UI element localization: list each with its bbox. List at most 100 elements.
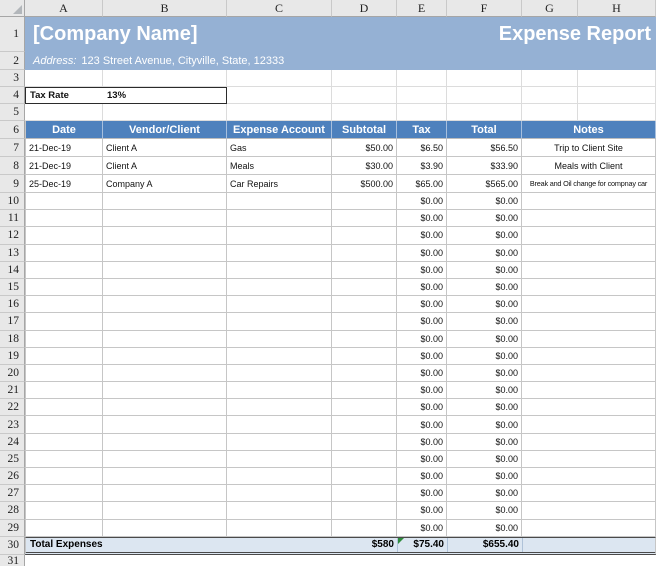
cell-date[interactable]	[25, 296, 103, 314]
cell-date[interactable]	[25, 347, 103, 365]
cell-vendor[interactable]	[103, 313, 227, 331]
cell-notes[interactable]	[522, 399, 656, 417]
select-all-corner[interactable]	[0, 0, 25, 17]
row-header[interactable]: 11	[0, 210, 25, 228]
cell-notes[interactable]	[522, 502, 656, 520]
cell-notes[interactable]	[522, 468, 656, 486]
column-header-A[interactable]: A	[25, 0, 103, 17]
cell-date[interactable]	[25, 485, 103, 503]
cell-subtotal[interactable]	[332, 313, 397, 331]
row-header[interactable]: 5	[0, 104, 25, 121]
cell-vendor[interactable]	[103, 450, 227, 468]
empty-cell[interactable]	[578, 104, 656, 121]
cell-subtotal[interactable]	[332, 433, 397, 451]
cell-notes[interactable]	[522, 210, 656, 228]
row-header[interactable]: 8	[0, 157, 25, 175]
cell-total[interactable]: $0.00	[447, 193, 522, 211]
row-header[interactable]: 9	[0, 175, 25, 193]
cell-tax[interactable]: $3.90	[397, 157, 447, 175]
cell-vendor[interactable]	[103, 485, 227, 503]
row-header[interactable]: 23	[0, 416, 25, 434]
cell-notes[interactable]: Meals with Client	[522, 157, 656, 175]
cell-vendor[interactable]	[103, 399, 227, 417]
cell-tax[interactable]: $0.00	[397, 416, 447, 434]
header-cell-total[interactable]: Total	[447, 121, 522, 139]
cell-notes[interactable]	[522, 330, 656, 348]
cell-subtotal[interactable]	[332, 519, 397, 537]
empty-cell[interactable]	[25, 104, 103, 121]
cell-date[interactable]	[25, 210, 103, 228]
row-header[interactable]: 12	[0, 227, 25, 245]
cell-total[interactable]: $0.00	[447, 313, 522, 331]
header-cell-notes[interactable]: Notes	[522, 121, 656, 139]
cell-total[interactable]: $33.90	[447, 157, 522, 175]
total-notes-cell[interactable]	[523, 538, 655, 552]
cell-total[interactable]: $0.00	[447, 519, 522, 537]
cell-subtotal[interactable]	[332, 399, 397, 417]
empty-cell[interactable]	[227, 87, 332, 104]
cell-account[interactable]	[227, 382, 332, 400]
cell-total[interactable]: $0.00	[447, 399, 522, 417]
cell-total[interactable]: $0.00	[447, 382, 522, 400]
cell-tax[interactable]: $0.00	[397, 450, 447, 468]
cell-subtotal[interactable]	[332, 278, 397, 297]
cell-notes[interactable]	[522, 261, 656, 279]
row-header[interactable]: 25	[0, 450, 25, 468]
cell-vendor[interactable]	[103, 278, 227, 297]
cell-date[interactable]: 21-Dec-19	[25, 157, 103, 175]
row-header[interactable]: 1	[0, 17, 25, 52]
column-header-F[interactable]: F	[447, 0, 522, 17]
cell-account[interactable]	[227, 502, 332, 520]
cell-notes[interactable]	[522, 244, 656, 262]
cell-account[interactable]	[227, 519, 332, 537]
cell-subtotal[interactable]	[332, 296, 397, 314]
row-header[interactable]: 30	[0, 536, 25, 555]
cell-subtotal[interactable]	[332, 416, 397, 434]
row-header[interactable]: 21	[0, 382, 25, 400]
column-header-E[interactable]: E	[397, 0, 447, 17]
cell-total[interactable]: $0.00	[447, 347, 522, 365]
row-header[interactable]: 22	[0, 399, 25, 417]
cell-account[interactable]	[227, 296, 332, 314]
cell-notes[interactable]	[522, 364, 656, 383]
empty-cell[interactable]	[397, 87, 447, 104]
row-header[interactable]: 4	[0, 87, 25, 104]
total-subtotal-cell[interactable]: $580	[333, 537, 398, 552]
cell-account[interactable]	[227, 261, 332, 279]
cell-date[interactable]	[25, 433, 103, 451]
cell-vendor[interactable]	[103, 330, 227, 348]
cell-tax[interactable]: $0.00	[397, 313, 447, 331]
cell-notes[interactable]	[522, 227, 656, 245]
cell-vendor[interactable]	[103, 433, 227, 451]
cell-total[interactable]: $0.00	[447, 416, 522, 434]
row-header[interactable]: 24	[0, 433, 25, 451]
cell-notes[interactable]	[522, 313, 656, 331]
cell-notes[interactable]	[522, 519, 656, 537]
cell-tax[interactable]: $0.00	[397, 193, 447, 211]
cell-notes[interactable]: Break and Oil change for compnay car	[522, 175, 656, 193]
total-total-cell[interactable]: $655.40	[448, 537, 523, 552]
cell-account[interactable]	[227, 244, 332, 262]
row-header[interactable]: 27	[0, 485, 25, 503]
cell-tax[interactable]: $0.00	[397, 502, 447, 520]
cell-subtotal[interactable]: $30.00	[332, 157, 397, 175]
row-header[interactable]: 20	[0, 364, 25, 383]
row-header[interactable]: 6	[0, 121, 25, 139]
cell-total[interactable]: $0.00	[447, 485, 522, 503]
cell-date[interactable]	[25, 193, 103, 211]
cell-subtotal[interactable]	[332, 382, 397, 400]
cell-date[interactable]	[25, 502, 103, 520]
cell-account[interactable]	[227, 468, 332, 486]
cell-vendor[interactable]	[103, 227, 227, 245]
empty-cell[interactable]	[332, 70, 397, 87]
cell-vendor[interactable]: Client A	[103, 157, 227, 175]
cell-total[interactable]: $0.00	[447, 261, 522, 279]
cell-account[interactable]: Car Repairs	[227, 175, 332, 193]
cell-tax[interactable]: $0.00	[397, 244, 447, 262]
empty-cell[interactable]	[578, 70, 656, 87]
cell-tax[interactable]: $0.00	[397, 399, 447, 417]
cell-vendor[interactable]: Client A	[103, 139, 227, 157]
cell-tax[interactable]: $6.50	[397, 139, 447, 157]
cell-account[interactable]: Gas	[227, 139, 332, 157]
cell-subtotal[interactable]	[332, 227, 397, 245]
